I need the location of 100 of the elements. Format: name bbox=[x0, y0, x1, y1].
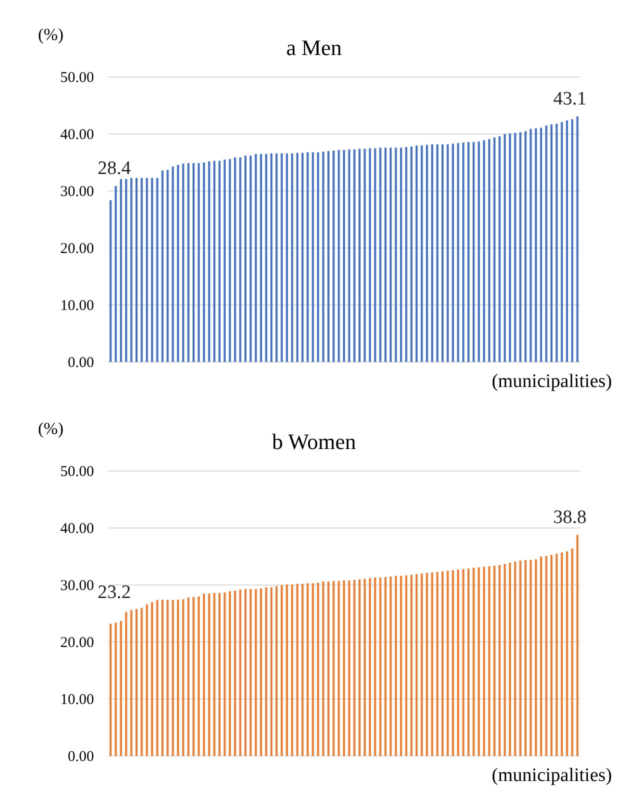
bar bbox=[416, 145, 418, 362]
bar bbox=[519, 560, 522, 756]
bar bbox=[566, 120, 568, 362]
bar bbox=[312, 583, 314, 756]
bar bbox=[400, 576, 402, 756]
bar bbox=[120, 620, 122, 756]
chart-title: b Women bbox=[272, 429, 356, 454]
bar bbox=[140, 608, 143, 756]
y-axis-title: (%) bbox=[38, 419, 64, 438]
bar bbox=[472, 568, 475, 756]
y-tick-label: 40.00 bbox=[60, 126, 94, 143]
bar bbox=[390, 576, 392, 756]
bar bbox=[571, 548, 574, 756]
bar bbox=[239, 157, 242, 362]
bar bbox=[545, 556, 548, 756]
bar bbox=[327, 582, 330, 756]
bar bbox=[426, 144, 428, 362]
bar bbox=[280, 153, 283, 362]
bar bbox=[560, 552, 563, 756]
bar bbox=[228, 159, 231, 362]
bar bbox=[540, 128, 542, 362]
bar bbox=[452, 570, 454, 756]
annotation: 28.4 bbox=[98, 158, 132, 180]
bar bbox=[457, 143, 460, 362]
bar bbox=[493, 137, 496, 362]
bar bbox=[130, 610, 132, 756]
bar bbox=[265, 587, 268, 756]
bar bbox=[244, 588, 246, 756]
bar bbox=[467, 142, 470, 362]
bar bbox=[192, 596, 195, 756]
bar bbox=[317, 152, 320, 362]
bar bbox=[508, 133, 512, 362]
bar bbox=[530, 128, 532, 362]
bar bbox=[254, 154, 257, 362]
annotation: 23.2 bbox=[98, 582, 131, 603]
bar bbox=[488, 566, 490, 756]
bar bbox=[374, 578, 376, 756]
bar bbox=[431, 144, 434, 362]
bar bbox=[384, 577, 387, 756]
y-tick-label: 20.00 bbox=[60, 634, 94, 651]
bar bbox=[218, 592, 221, 756]
bar bbox=[410, 146, 412, 362]
bar bbox=[250, 156, 252, 362]
bar bbox=[442, 144, 444, 362]
y-tick-label: 10.00 bbox=[60, 298, 94, 314]
annotation: 43.1 bbox=[553, 88, 586, 110]
bar bbox=[534, 128, 537, 362]
bar bbox=[213, 592, 216, 756]
bar bbox=[514, 132, 516, 362]
bar bbox=[182, 164, 184, 362]
bar bbox=[114, 186, 117, 362]
bar bbox=[534, 559, 537, 756]
bar bbox=[280, 585, 283, 756]
bar bbox=[488, 139, 490, 362]
bar bbox=[394, 576, 397, 756]
bar bbox=[322, 152, 324, 362]
bar bbox=[478, 567, 480, 756]
bar bbox=[110, 624, 112, 756]
bar bbox=[436, 144, 438, 362]
bar bbox=[353, 580, 356, 756]
bar bbox=[161, 600, 164, 756]
bar bbox=[436, 572, 438, 756]
y-tick-label: 20.00 bbox=[60, 240, 94, 257]
bar bbox=[353, 149, 356, 362]
bar bbox=[530, 560, 532, 756]
bar bbox=[202, 594, 205, 756]
bar bbox=[384, 148, 387, 362]
bar bbox=[224, 160, 226, 362]
bar bbox=[420, 574, 423, 756]
y-tick-label: 0.00 bbox=[68, 748, 94, 765]
bar bbox=[250, 588, 252, 756]
bar bbox=[254, 588, 257, 756]
bar bbox=[270, 587, 272, 756]
bar bbox=[400, 148, 402, 362]
bar bbox=[550, 554, 553, 756]
bar bbox=[244, 156, 246, 362]
bar bbox=[442, 571, 444, 756]
x-axis-title: (municipalities) bbox=[492, 765, 612, 786]
bar bbox=[286, 153, 288, 362]
bar bbox=[493, 566, 496, 756]
bar bbox=[156, 600, 158, 756]
bar bbox=[446, 570, 449, 756]
bar bbox=[265, 154, 268, 362]
bar bbox=[472, 142, 475, 362]
bar bbox=[135, 608, 138, 756]
bar bbox=[431, 572, 434, 756]
bar bbox=[332, 581, 335, 756]
y-tick-label: 0.00 bbox=[68, 354, 94, 371]
bar bbox=[446, 144, 449, 362]
bar bbox=[176, 164, 180, 362]
bar bbox=[410, 574, 412, 756]
bar bbox=[276, 586, 278, 756]
bar bbox=[374, 148, 376, 362]
bar bbox=[478, 141, 480, 362]
bar bbox=[301, 584, 304, 756]
bar bbox=[146, 178, 148, 362]
x-axis-title: (municipalities) bbox=[492, 371, 612, 392]
bar bbox=[332, 150, 335, 362]
y-axis-title: (%) bbox=[38, 25, 64, 44]
bar bbox=[358, 579, 361, 756]
